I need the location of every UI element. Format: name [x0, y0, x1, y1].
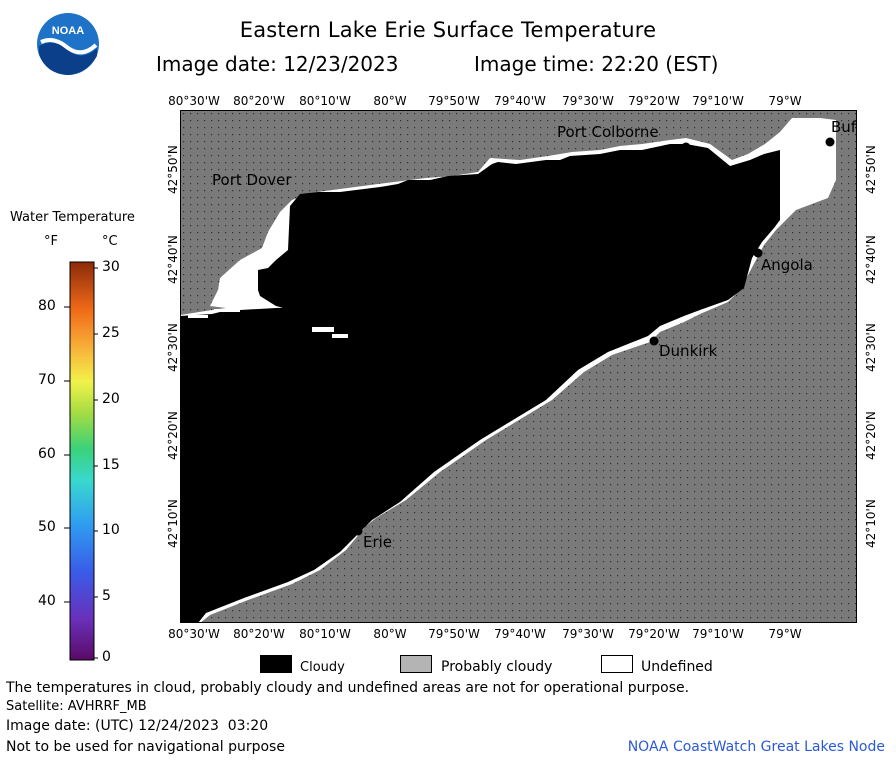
scale-tick-f: 70	[38, 372, 56, 388]
lon-label-top: 80°20'W	[233, 94, 285, 108]
lon-label-bottom: 80°30'W	[168, 627, 220, 641]
lon-label-top: 80°30'W	[168, 94, 220, 108]
place-port-colborne: Port Colborne	[557, 123, 659, 141]
lon-label-bottom: 79°10'W	[692, 627, 744, 641]
lon-label-bottom: 80°W	[373, 627, 407, 641]
scale-tick-c: 5	[102, 588, 111, 604]
scale-tick-f: 50	[38, 519, 56, 535]
noaa-logo-icon: NOAA	[37, 13, 99, 75]
lat-label-left: 42°20'N	[166, 411, 180, 460]
place-erie: Erie	[363, 533, 393, 551]
nav-warning-text: Not to be used for navigational purpose	[6, 739, 285, 755]
buffalo-marker	[825, 137, 835, 147]
legend-probably-cloudy-swatch	[400, 655, 432, 673]
lon-label-top: 80°10'W	[299, 94, 351, 108]
lon-label-bottom: 80°20'W	[233, 627, 285, 641]
place-angola: Angola	[761, 256, 813, 274]
lat-label-left: 42°50'N	[166, 145, 180, 194]
lat-label-left: 42°10'N	[166, 499, 180, 548]
legend-undefined-swatch	[601, 655, 633, 673]
image-time: Image time: 22:20 (EST)	[474, 52, 719, 76]
legend-probably-cloudy-label: Probably cloudy	[441, 659, 553, 675]
place-dunkirk: Dunkirk	[659, 342, 718, 360]
lon-label-top: 79°30'W	[562, 94, 614, 108]
lon-label-bottom: 79°30'W	[562, 627, 614, 641]
lon-label-bottom: 79°40'W	[494, 627, 546, 641]
lon-label-bottom: 79°W	[768, 627, 802, 641]
unit-fahrenheit: °F	[44, 234, 58, 249]
lake-map	[180, 110, 857, 623]
lat-label-left: 42°30'N	[166, 323, 180, 372]
scale-tick-f: 40	[38, 593, 56, 609]
color-scale-title: Water Temperature	[10, 210, 135, 225]
scale-tick-c: 20	[102, 391, 120, 407]
legend-cloudy-label: Cloudy	[300, 660, 345, 675]
legend-cloudy-swatch	[260, 655, 292, 673]
angola-marker	[753, 248, 763, 258]
disclaimer-text: The temperatures in cloud, probably clou…	[6, 680, 690, 696]
lon-label-top: 79°50'W	[428, 94, 480, 108]
color-scale-bar	[64, 261, 98, 661]
lon-label-top: 79°10'W	[692, 94, 744, 108]
logo-text: NOAA	[52, 25, 84, 37]
lon-label-bottom: 80°10'W	[299, 627, 351, 641]
lon-label-top: 79°W	[768, 94, 802, 108]
lat-label-right: 42°40'N	[864, 235, 878, 284]
lat-label-right: 42°10'N	[864, 499, 878, 548]
lon-label-top: 79°20'W	[628, 94, 680, 108]
lat-label-right: 42°50'N	[864, 145, 878, 194]
lat-label-right: 42°30'N	[864, 323, 878, 372]
place-buffalo: Buf	[831, 118, 856, 136]
scale-tick-f: 80	[38, 298, 56, 314]
lat-label-right: 42°20'N	[864, 411, 878, 460]
dunkirk-marker	[649, 336, 659, 346]
scale-tick-c: 30	[102, 259, 120, 275]
lat-label-left: 42°40'N	[166, 235, 180, 284]
scale-tick-c: 15	[102, 457, 120, 473]
lon-label-bottom: 79°50'W	[428, 627, 480, 641]
satellite-text: Satellite: AVHRRF_MB	[6, 699, 147, 714]
credit-text: NOAA CoastWatch Great Lakes Node	[627, 739, 885, 755]
legend-undefined-label: Undefined	[641, 659, 713, 675]
scale-tick-c: 25	[102, 325, 120, 341]
scale-tick-c: 0	[102, 649, 111, 665]
place-port-dover: Port Dover	[212, 171, 292, 189]
page-title: Eastern Lake Erie Surface Temperature	[239, 18, 657, 42]
image-date: Image date: 12/23/2023	[156, 52, 399, 76]
unit-celsius: °C	[102, 234, 118, 249]
lon-label-top: 80°W	[373, 94, 407, 108]
cloudy-region	[180, 144, 780, 623]
scale-tick-c: 10	[102, 522, 120, 538]
lon-label-bottom: 79°20'W	[628, 627, 680, 641]
port-colborne-marker	[681, 142, 691, 152]
lon-label-top: 79°40'W	[494, 94, 546, 108]
erie-marker	[353, 526, 363, 536]
utc-date-text: Image date: (UTC) 12/24/2023 03:20	[6, 718, 269, 734]
scale-tick-f: 60	[38, 446, 56, 462]
